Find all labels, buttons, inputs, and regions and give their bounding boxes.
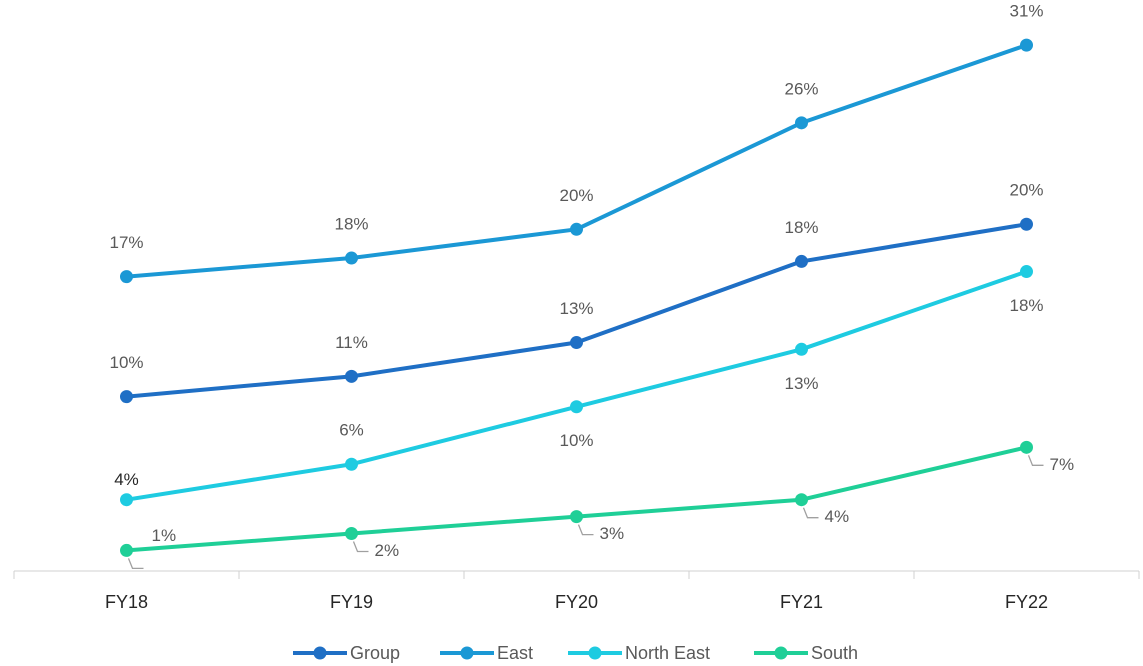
legend-swatch <box>588 646 602 660</box>
data-label: 1% <box>152 526 177 545</box>
x-tick-label: FY20 <box>555 592 598 612</box>
point <box>120 493 133 507</box>
legend-swatch <box>774 646 788 660</box>
legend-swatch <box>313 646 327 660</box>
leader-line <box>352 541 369 553</box>
data-label: 13% <box>559 299 593 318</box>
data-label: 13% <box>784 374 818 393</box>
point <box>570 336 583 350</box>
leader-line <box>577 524 594 536</box>
point <box>1020 38 1033 52</box>
point <box>1020 265 1033 279</box>
data-label: 26% <box>784 79 818 98</box>
series-line <box>126 43 1028 279</box>
leader-line <box>127 558 144 570</box>
point <box>345 251 358 265</box>
point <box>345 369 358 383</box>
point <box>120 270 133 284</box>
data-label: 17% <box>109 233 143 252</box>
series-line <box>126 445 1027 553</box>
x-tick-label: FY22 <box>1005 592 1048 612</box>
point <box>1020 217 1033 231</box>
data-label: 2% <box>375 541 400 560</box>
x-tick-label: FY21 <box>780 592 823 612</box>
legend-label: South <box>811 643 858 663</box>
data-label: 10% <box>109 353 143 372</box>
point <box>120 390 133 404</box>
x-tick-label: FY19 <box>330 592 373 612</box>
leader-line <box>802 507 819 519</box>
point <box>1020 440 1033 454</box>
data-label: 4% <box>825 507 850 526</box>
point <box>795 254 808 268</box>
point <box>570 510 583 524</box>
data-label: 20% <box>559 186 593 205</box>
point <box>345 527 358 541</box>
x-tick-label: FY18 <box>105 592 148 612</box>
data-label: 10% <box>559 431 593 450</box>
point <box>795 116 808 130</box>
data-label: 11% <box>335 333 368 352</box>
data-label: 18% <box>1009 296 1043 315</box>
data-label: 18% <box>784 218 818 237</box>
data-label: 7% <box>1050 455 1075 474</box>
data-label: 6% <box>339 421 364 440</box>
point <box>795 493 808 507</box>
point <box>570 400 583 414</box>
point <box>345 457 358 471</box>
data-label: 3% <box>600 524 625 543</box>
legend-swatch <box>460 646 474 660</box>
data-label: 20% <box>1009 181 1043 200</box>
legend-label: Group <box>350 643 400 663</box>
point <box>120 543 133 557</box>
legend-label: North East <box>625 643 710 663</box>
data-label: 18% <box>334 215 368 234</box>
point <box>795 342 808 356</box>
leader-line <box>1027 455 1044 466</box>
data-label: 4% <box>114 470 139 489</box>
data-label: 31% <box>1009 2 1043 21</box>
legend-label: East <box>497 643 533 663</box>
point <box>570 222 583 236</box>
